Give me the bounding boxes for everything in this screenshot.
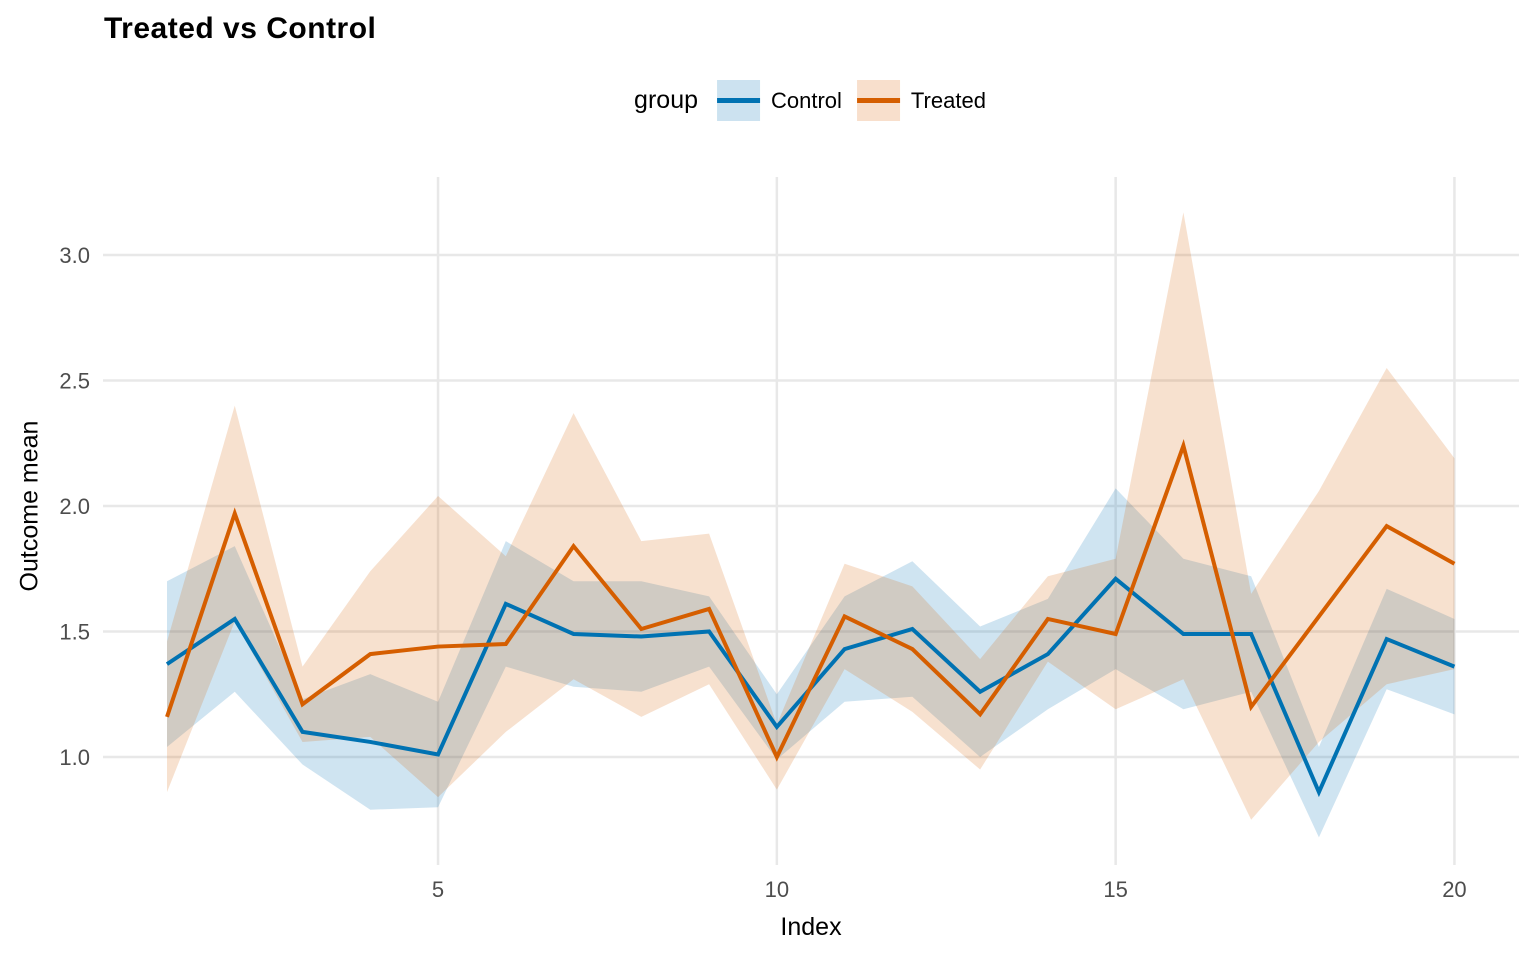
legend-entry-treated[interactable]: Treated xyxy=(856,80,986,121)
y-tick-label: 1.0 xyxy=(59,745,90,770)
x-tick-label: 15 xyxy=(1103,877,1127,902)
x-tick-label: 5 xyxy=(432,877,444,902)
legend: group Control Treated xyxy=(634,80,986,121)
x-tick-label: 20 xyxy=(1442,877,1466,902)
chart-title: Treated vs Control xyxy=(104,12,377,45)
legend-entry-control[interactable]: Control xyxy=(717,80,842,121)
control-ribbon xyxy=(167,488,1455,838)
y-tick-label: 1.5 xyxy=(59,620,90,645)
legend-label-treated: Treated xyxy=(910,87,986,113)
legend-label-control: Control xyxy=(771,87,842,113)
legend-title: group xyxy=(634,86,699,114)
y-tick-label: 2.5 xyxy=(59,369,90,394)
y-tick-label: 2.0 xyxy=(59,494,90,519)
control-key-icon xyxy=(717,80,761,121)
x-axis-title: Index xyxy=(780,913,842,941)
y-tick-label: 3.0 xyxy=(59,243,90,268)
treated-line xyxy=(165,438,1456,762)
y-axis-title: Outcome mean xyxy=(15,420,44,592)
x-tick-label: 10 xyxy=(765,877,789,902)
treated-key-icon xyxy=(856,80,900,121)
treated-ribbon xyxy=(167,212,1455,820)
